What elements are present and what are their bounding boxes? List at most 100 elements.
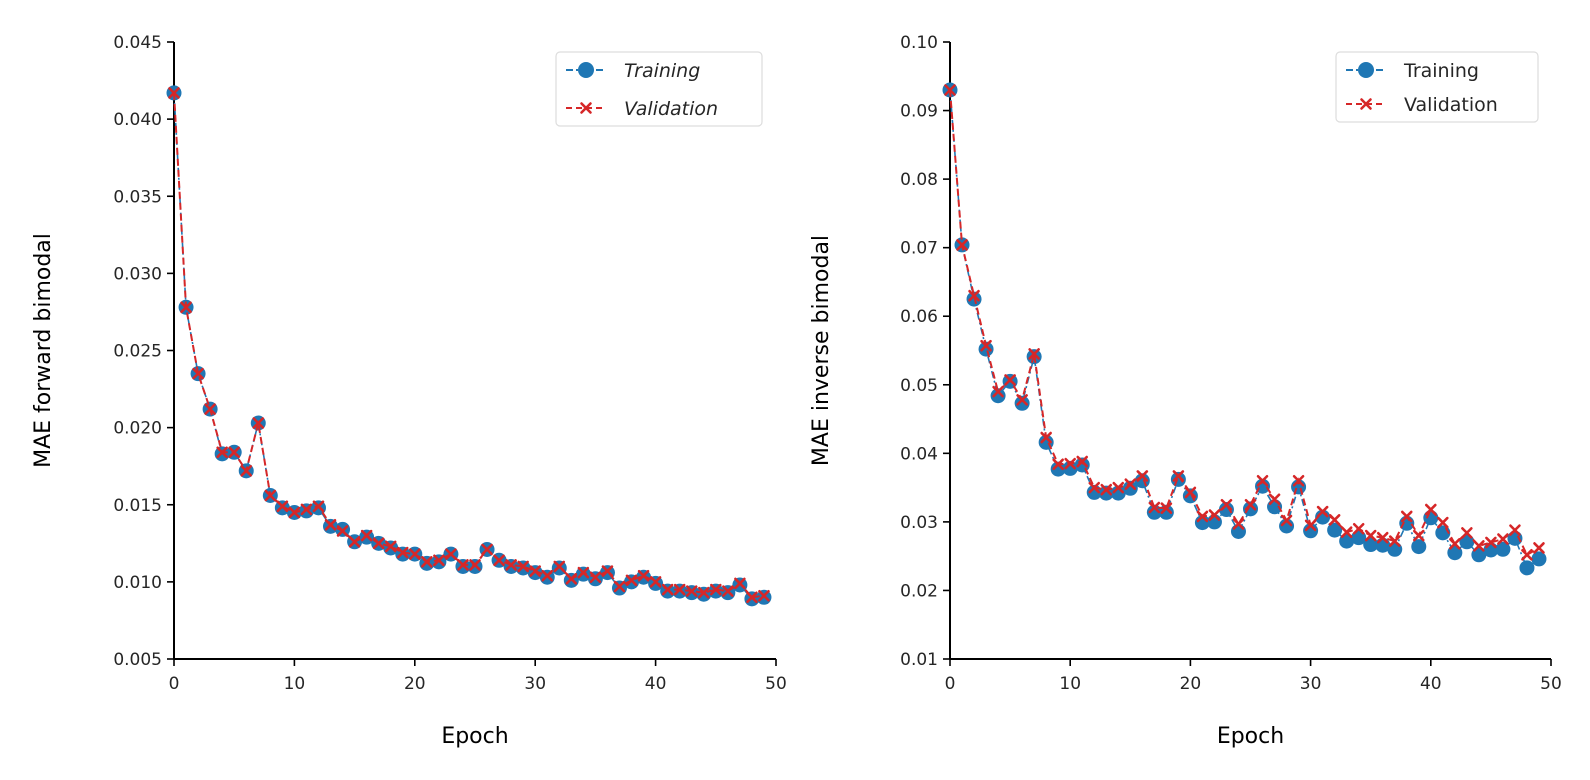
validation-point (1184, 486, 1197, 499)
y-tick-label: 0.005 (113, 650, 162, 670)
y-tick-label: 0.07 (900, 239, 938, 259)
validation-point (613, 580, 626, 593)
validation-point (168, 87, 180, 99)
inverse-mae-chart: 0.01 0.02 0.03 0.04 0.05 0.06 0.07 0.08 0.09 0.10… (809, 33, 1562, 749)
y-tick-label: 0.05 (900, 376, 938, 396)
legend-label-validation: Validation (624, 98, 718, 120)
x-tick-label: 50 (765, 674, 787, 694)
validation-point (1533, 542, 1545, 554)
validation-point (601, 565, 614, 577)
y-tick-label: 0.01 (900, 650, 938, 670)
validation-point (276, 500, 289, 513)
validation-point (1352, 522, 1365, 535)
validation-point (980, 339, 992, 352)
legend-label-training: Training (1403, 60, 1479, 82)
validation-point (433, 554, 445, 567)
validation-point (1388, 535, 1401, 547)
validation-point (1232, 518, 1245, 530)
validation-point (1076, 455, 1089, 468)
y-tick-label: 0.010 (113, 573, 162, 593)
validation-point (697, 586, 710, 599)
validation-point (517, 560, 529, 573)
forward-mae-chart: 0.005 0.010 0.015 0.020 0.025 0.030 0.035 0.040… (31, 33, 787, 749)
x-tick-label: 0 (169, 674, 180, 694)
training-point (1062, 460, 1078, 476)
validation-point (264, 489, 277, 502)
validation-point (1509, 524, 1521, 536)
validation-point (228, 446, 240, 459)
x-tick-label: 20 (1180, 674, 1202, 694)
validation-point (649, 576, 662, 588)
training-point (1495, 541, 1511, 557)
validation-point (372, 537, 385, 550)
validation-point (734, 577, 746, 590)
training-point (1122, 480, 1138, 496)
x-tick-label: 30 (524, 674, 546, 694)
training-point (1507, 530, 1523, 546)
validation-point (722, 585, 734, 597)
validation-point (1449, 538, 1461, 550)
validation-point (637, 569, 650, 582)
training-point (1170, 471, 1186, 487)
validation-point (1485, 536, 1497, 549)
validation-point (565, 572, 578, 585)
training-point (1387, 541, 1403, 557)
validation-point (1052, 458, 1064, 471)
validation-point (553, 560, 566, 573)
validation-point (1292, 474, 1305, 487)
training-point (1050, 461, 1066, 477)
series-line-training (949, 89, 1540, 570)
validation-point (300, 503, 313, 516)
validation-point (1497, 533, 1509, 545)
validation-point (360, 529, 373, 542)
validation-point (1412, 529, 1425, 542)
y-tick-label: 0.025 (113, 342, 162, 362)
x-tick-label: 50 (1540, 674, 1562, 694)
validation-point (1064, 457, 1076, 470)
validation-point (1148, 501, 1161, 514)
validation-point (992, 385, 1004, 398)
validation-point (1256, 474, 1269, 487)
validation-point (288, 506, 301, 519)
x-tick-label: 40 (1420, 674, 1442, 694)
validation-point (384, 540, 397, 553)
validation-point (192, 367, 204, 380)
validation-point (1244, 498, 1257, 511)
validation-point (1016, 394, 1028, 406)
validation-point (625, 574, 638, 587)
y-tick-label: 0.09 (900, 102, 938, 122)
legend-label-training: Training (624, 60, 700, 82)
x-tick-label: 30 (1300, 674, 1322, 694)
y-tick-label: 0.045 (113, 33, 162, 53)
y-tick-label: 0.030 (113, 264, 162, 284)
validation-point (240, 465, 253, 477)
validation-point (589, 571, 602, 584)
training-point (1230, 523, 1246, 539)
y-tick-label: 0.040 (113, 110, 162, 130)
training-point (1218, 502, 1234, 518)
validation-point (1400, 510, 1413, 523)
y-tick-label: 0.03 (900, 513, 938, 533)
validation-point (1004, 374, 1016, 386)
legend-circle-marker (1358, 62, 1374, 78)
training-point (1110, 485, 1126, 501)
validation-point (481, 543, 493, 556)
validation-point (1280, 514, 1293, 527)
validation-point (396, 546, 409, 559)
validation-point (577, 566, 590, 579)
training-point (1327, 522, 1343, 538)
validation-point (1437, 516, 1449, 529)
x-tick-label: 0 (945, 674, 956, 694)
validation-point (1268, 493, 1281, 506)
training-point (1279, 518, 1295, 534)
legend-box (1335, 51, 1539, 123)
validation-point (505, 559, 517, 571)
training-point (1519, 560, 1535, 576)
x-tick-label: 40 (645, 674, 667, 694)
validation-point (445, 548, 457, 560)
y-tick-label: 0.015 (113, 496, 162, 516)
validation-point (1316, 505, 1329, 518)
x-tick-label: 10 (1059, 674, 1081, 694)
validation-point (1136, 470, 1149, 482)
validation-point (1160, 502, 1173, 514)
